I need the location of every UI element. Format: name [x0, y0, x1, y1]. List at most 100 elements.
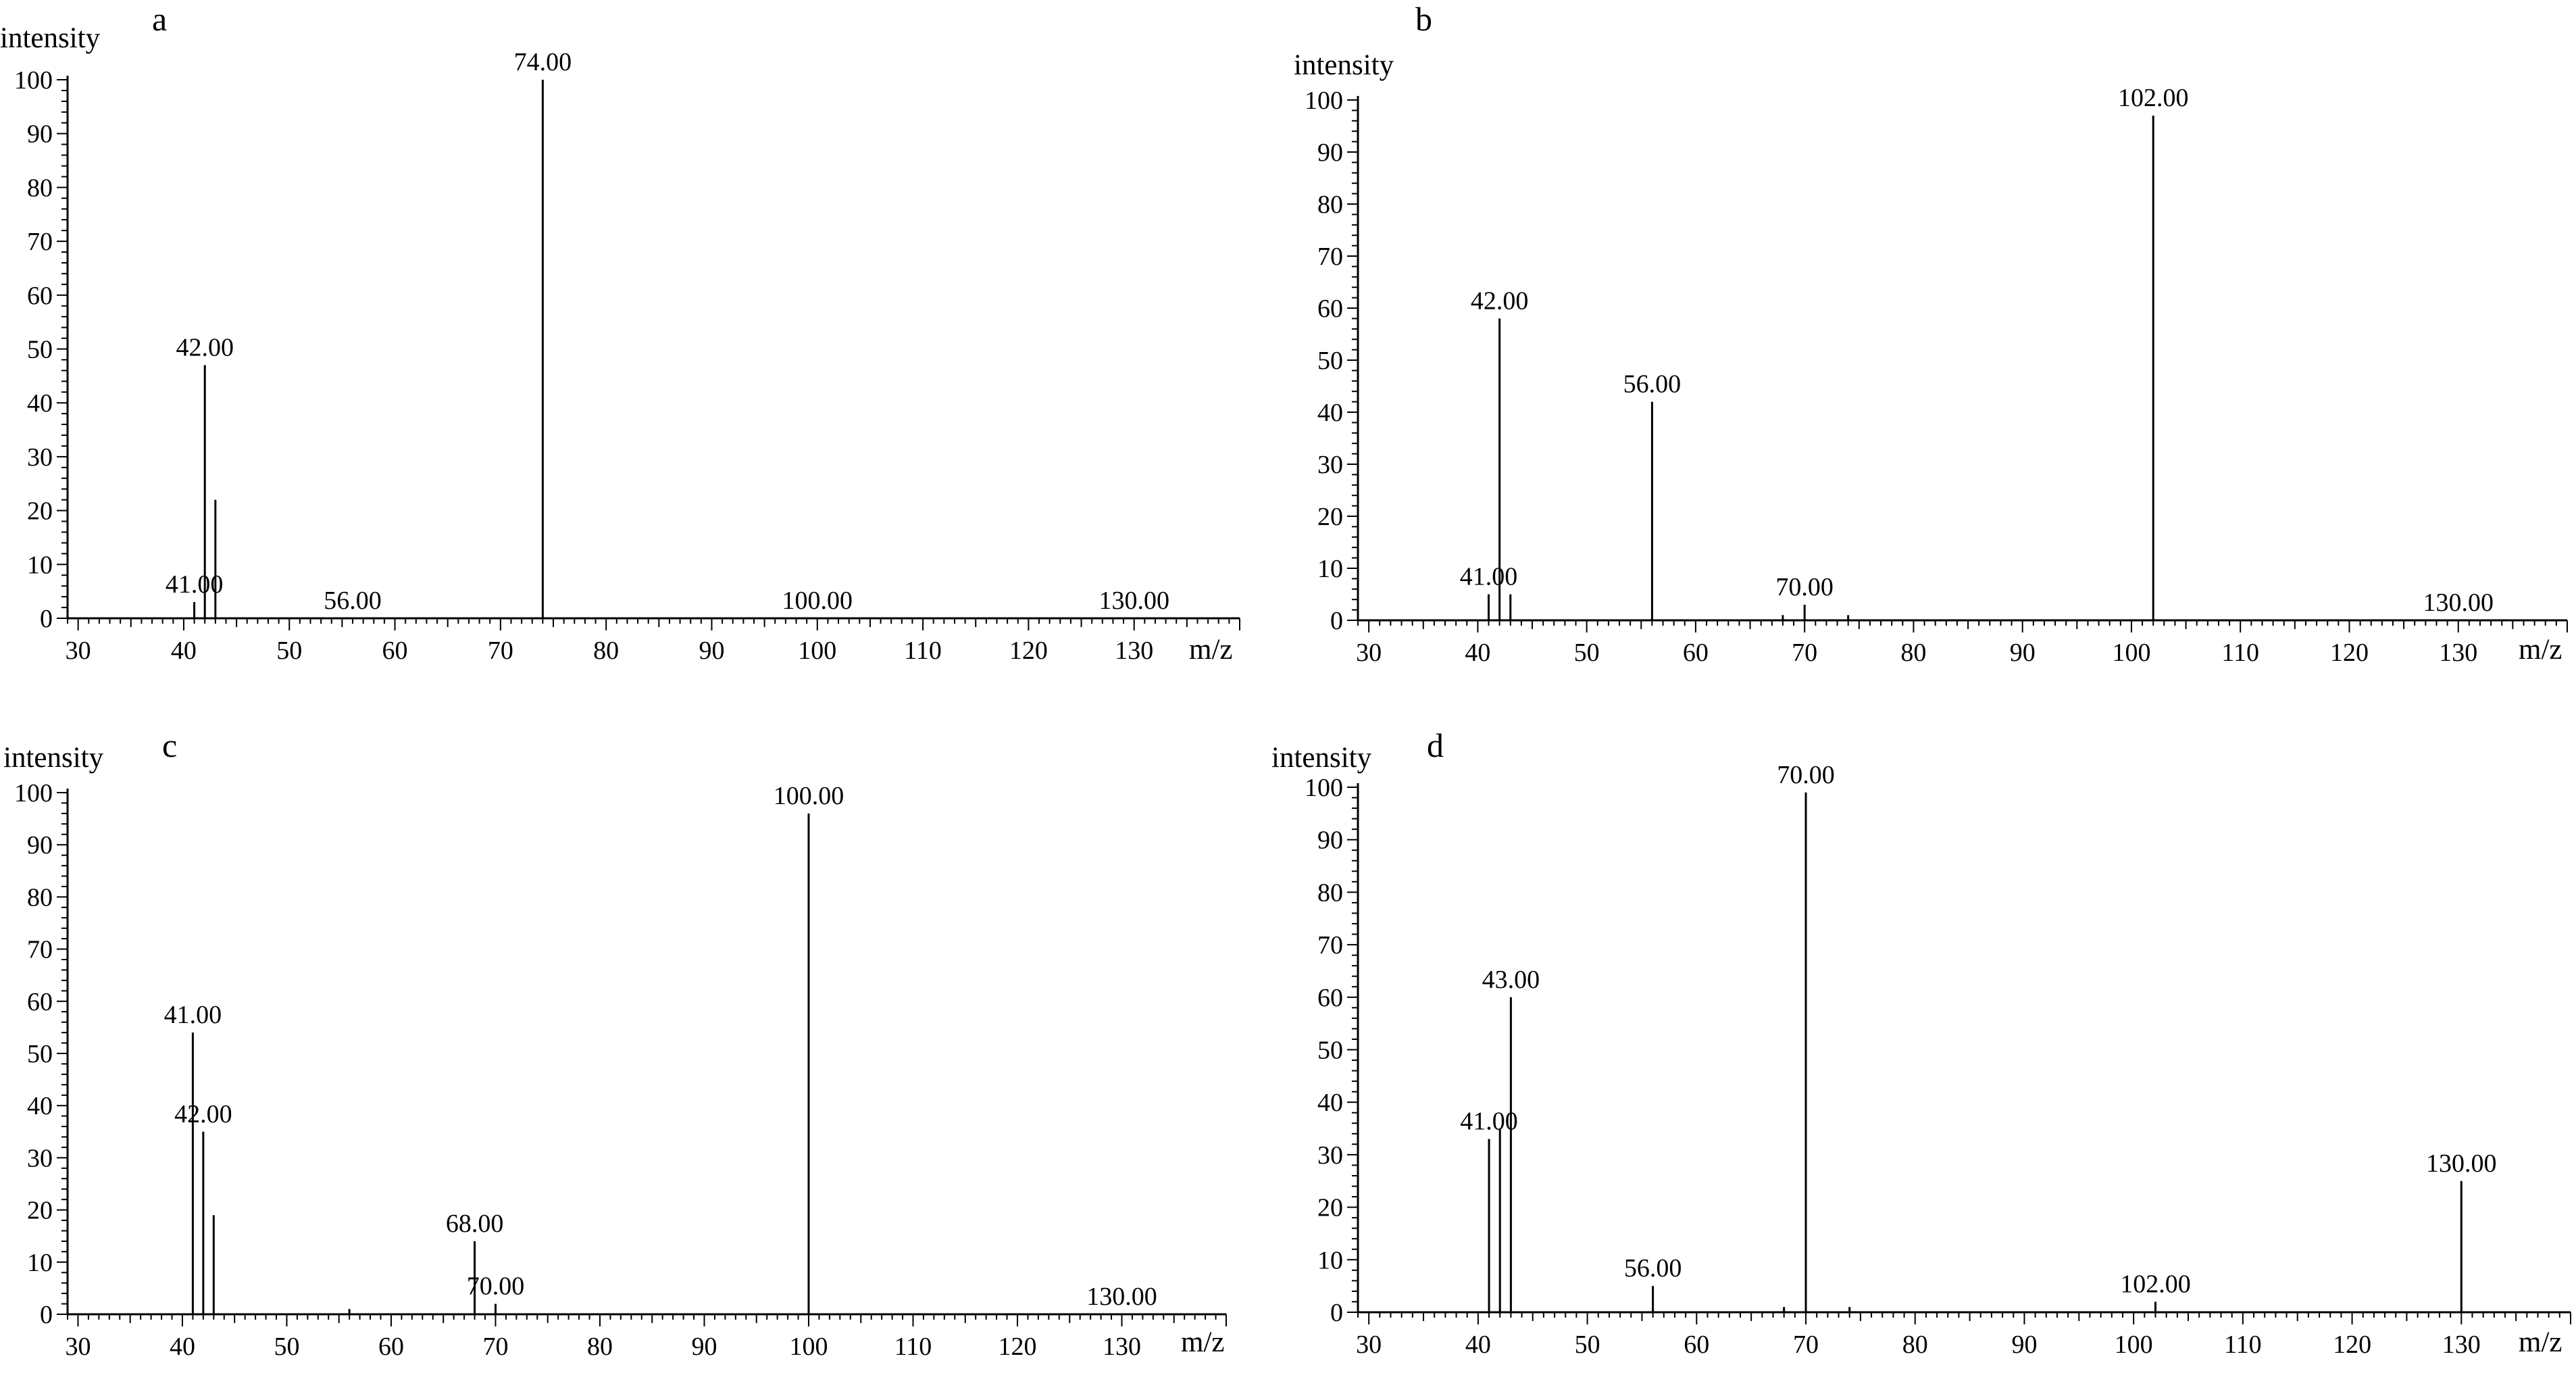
- x-axis-title: m/z: [1181, 1326, 1224, 1358]
- y-tick-label: 50: [1317, 347, 1343, 375]
- x-axis-title: m/z: [1189, 634, 1232, 666]
- x-tick-label: 60: [1684, 1330, 1709, 1359]
- peak-label: 41.00: [166, 570, 224, 599]
- peak-label: 41.00: [1460, 1107, 1518, 1136]
- y-tick-label: 100: [1305, 774, 1343, 802]
- y-tick-label: 0: [40, 1301, 53, 1329]
- y-tick-label: 20: [1317, 1194, 1343, 1222]
- x-tick-label: 110: [894, 1333, 932, 1361]
- peak-label: 42.00: [1471, 287, 1529, 315]
- y-tick-label: 40: [1317, 399, 1343, 427]
- panel-letter: a: [152, 0, 167, 38]
- spectrum-panel-a: 0 10 20 30 40 50 60 70 80 90 100 30 40 50 60 70 80 90 100 1…: [0, 0, 1240, 666]
- y-tick-label: 50: [1317, 1037, 1343, 1065]
- x-tick-label: 70: [482, 1333, 508, 1361]
- y-tick-label: 20: [1317, 503, 1343, 531]
- peak-label: 102.00: [2118, 84, 2189, 112]
- y-tick-label: 100: [14, 779, 53, 807]
- y-axis-title: intensity: [1294, 49, 1394, 81]
- y-tick-label: 50: [27, 1040, 53, 1068]
- y-tick-label: 30: [27, 1144, 53, 1172]
- peak-label: 41.00: [164, 1001, 222, 1029]
- peak-label: 70.00: [1777, 761, 1835, 789]
- x-tick-label: 100: [2112, 639, 2150, 667]
- x-tick-label: 120: [2333, 1330, 2371, 1359]
- x-tick-label: 100: [798, 637, 836, 665]
- x-tick-label: 50: [274, 1333, 299, 1361]
- x-tick-label: 110: [2224, 1330, 2262, 1359]
- peak-label: 74.00: [514, 48, 572, 76]
- y-tick-label: 10: [27, 1249, 53, 1277]
- y-tick-label: 10: [1317, 555, 1343, 583]
- x-tick-label: 130: [1103, 1333, 1141, 1361]
- y-tick-label: 80: [27, 883, 53, 912]
- y-tick-label: 20: [27, 1197, 53, 1225]
- x-tick-label: 130: [2439, 639, 2477, 667]
- y-tick-label: 90: [27, 831, 53, 860]
- y-tick-label: 0: [1330, 1299, 1343, 1327]
- y-axis-title: intensity: [1271, 742, 1372, 774]
- y-tick-label: 80: [1317, 191, 1343, 219]
- x-tick-label: 40: [1465, 639, 1490, 667]
- x-tick-label: 90: [699, 637, 724, 665]
- x-tick-label: 100: [789, 1333, 828, 1361]
- peak-label: 70.00: [467, 1272, 525, 1301]
- x-tick-label: 70: [1792, 639, 1817, 667]
- x-tick-label: 90: [2010, 639, 2036, 667]
- peak-label: 42.00: [176, 333, 234, 362]
- x-tick-label: 80: [1900, 639, 1926, 667]
- y-tick-label: 70: [27, 936, 53, 964]
- y-tick-label: 40: [27, 389, 53, 418]
- spectrum-panel-d: 0 10 20 30 40 50 60 70 80 90 100 30 40 50 60 70 80 90 100 1…: [1271, 726, 2571, 1359]
- peak-label: 130.00: [1086, 1283, 1157, 1311]
- peak-label: 56.00: [1624, 1254, 1682, 1283]
- x-tick-label: 120: [998, 1333, 1036, 1361]
- panel-letter: c: [162, 726, 177, 764]
- y-tick-label: 40: [1317, 1089, 1343, 1117]
- y-tick-label: 70: [1317, 243, 1343, 271]
- y-axis-title: intensity: [3, 742, 104, 774]
- panel-letter: b: [1415, 0, 1432, 38]
- x-axis-title: m/z: [2519, 634, 2562, 666]
- peak-label: 102.00: [2120, 1270, 2191, 1298]
- peak-label: 130.00: [1098, 587, 1169, 615]
- spectrum-panel-b: 0 10 20 30 40 50 60 70 80 90 100 30 40 50 60 70 80 90 100 1…: [1294, 0, 2568, 667]
- y-tick-label: 20: [27, 497, 53, 526]
- x-tick-label: 100: [2115, 1330, 2153, 1359]
- x-tick-label: 120: [1009, 637, 1048, 665]
- y-tick-label: 60: [1317, 984, 1343, 1012]
- peak-label: 42.00: [174, 1100, 232, 1128]
- y-tick-label: 30: [27, 443, 53, 472]
- x-tick-label: 40: [171, 637, 197, 665]
- x-tick-label: 80: [1902, 1330, 1928, 1359]
- x-tick-label: 50: [276, 637, 302, 665]
- y-tick-label: 10: [1317, 1246, 1343, 1274]
- peak-label: 70.00: [1775, 573, 1834, 601]
- panel-letter: d: [1427, 726, 1444, 764]
- x-tick-label: 90: [691, 1333, 717, 1361]
- y-tick-label: 90: [1317, 139, 1343, 167]
- y-tick-label: 0: [1330, 607, 1343, 635]
- x-tick-label: 130: [1115, 637, 1153, 665]
- x-tick-label: 80: [593, 637, 619, 665]
- y-tick-label: 90: [27, 120, 53, 149]
- x-tick-label: 50: [1575, 1330, 1600, 1359]
- x-tick-label: 30: [1356, 639, 1382, 667]
- x-tick-label: 40: [1465, 1330, 1491, 1359]
- peak-label: 68.00: [446, 1210, 504, 1238]
- x-tick-label: 70: [1793, 1330, 1819, 1359]
- y-tick-label: 30: [1317, 451, 1343, 479]
- y-tick-label: 70: [27, 228, 53, 256]
- x-tick-label: 40: [170, 1333, 195, 1361]
- peak-label: 56.00: [1623, 370, 1682, 399]
- y-tick-label: 60: [1317, 295, 1343, 323]
- peak-label: 41.00: [1460, 563, 1518, 591]
- y-tick-label: 70: [1317, 931, 1343, 960]
- y-tick-label: 10: [27, 551, 53, 579]
- peak-label: 56.00: [324, 587, 382, 615]
- x-tick-label: 120: [2330, 639, 2369, 667]
- peak-label: 130.00: [2423, 589, 2494, 617]
- peak-label: 43.00: [1482, 966, 1540, 994]
- y-tick-label: 100: [1305, 86, 1343, 115]
